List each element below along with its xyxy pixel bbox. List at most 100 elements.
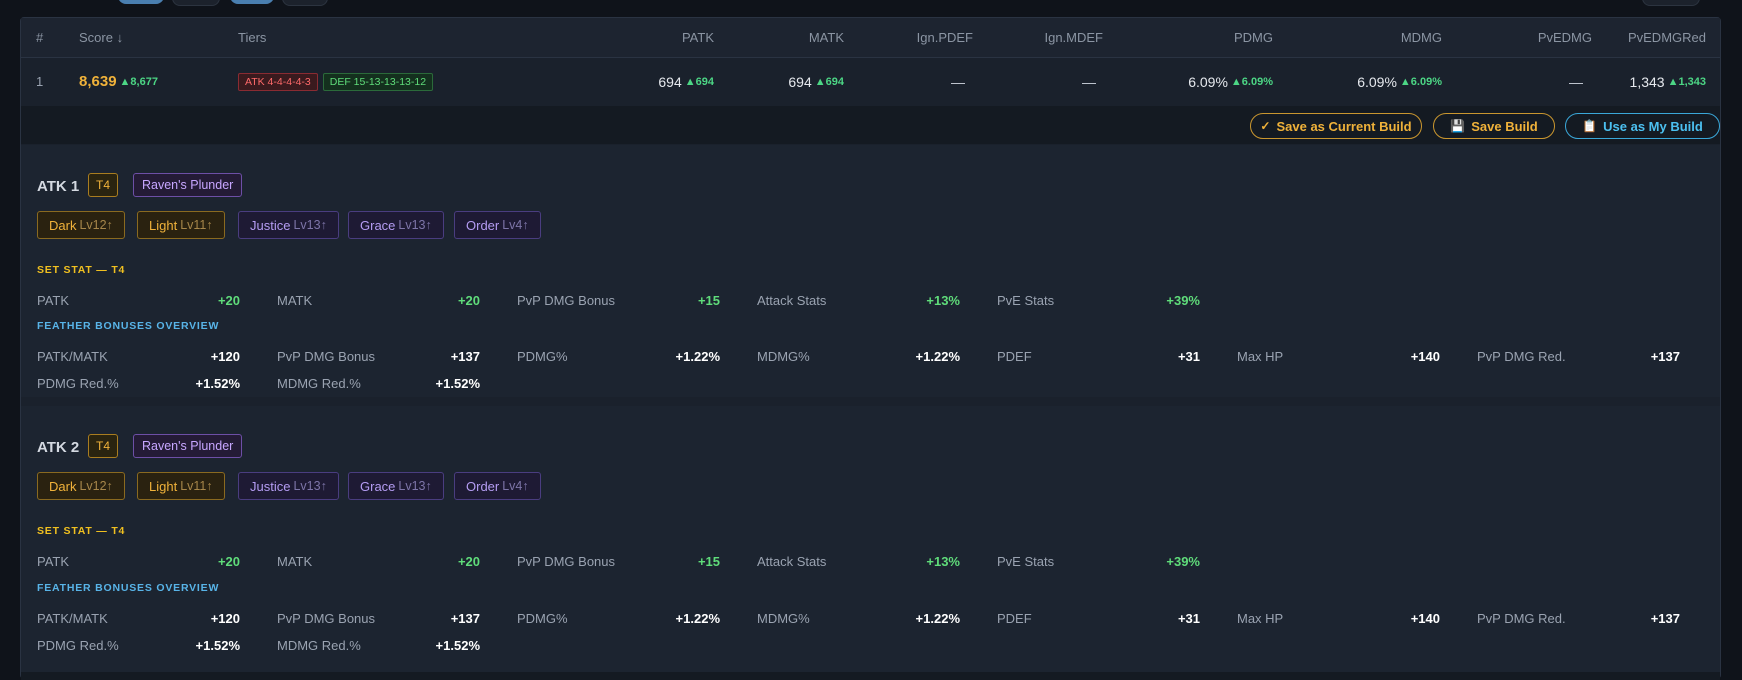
feather-level: Lv11↑ xyxy=(180,479,213,493)
feather-bonus-pvp-dmg-red: PvP DMG Red. +137 xyxy=(1477,611,1680,627)
feather-level: Lv4↑ xyxy=(502,218,529,232)
table-row[interactable]: 1 8,639 ▲8,677 ATK 4-4-4-4-3 DEF 15-13-1… xyxy=(21,58,1720,105)
feather-bonus-pvp-dmg-red: PvP DMG Red. +137 xyxy=(1477,349,1680,365)
feather-chip-order[interactable]: Order Lv4↑ xyxy=(454,211,541,239)
feather-name: Light xyxy=(149,217,178,233)
stat-value: +137 xyxy=(450,611,480,626)
save-build-button[interactable]: 💾 Save Build xyxy=(1433,113,1555,139)
col-pvedmg[interactable]: PvEDMG xyxy=(1537,30,1592,45)
row-ign-mdef: — xyxy=(979,58,1096,105)
col-patk[interactable]: PATK xyxy=(681,30,714,45)
col-pdmg[interactable]: PDMG xyxy=(1234,30,1273,45)
feather-level: Lv13↑ xyxy=(293,479,327,493)
col-mdmg[interactable]: MDMG xyxy=(1400,30,1442,45)
stat-value: +13% xyxy=(926,554,960,569)
col-ign-pdef[interactable]: Ign.PDEF xyxy=(916,30,973,45)
stat-value: +31 xyxy=(1177,349,1200,364)
set-stat-matk: MATK +20 xyxy=(277,293,480,309)
feather-chip-justice[interactable]: Justice Lv13↑ xyxy=(238,472,339,500)
feather-level: Lv11↑ xyxy=(180,218,213,232)
stat-value: +31 xyxy=(1177,611,1200,626)
feather-chip-order[interactable]: Order Lv4↑ xyxy=(454,472,541,500)
stat-value: +20 xyxy=(457,554,480,569)
feather-bonus-max-hp: Max HP +140 xyxy=(1237,611,1440,627)
stat-value: +39% xyxy=(1166,554,1200,569)
mdmg-delta: ▲6.09% xyxy=(1399,75,1442,88)
stat-value: +140 xyxy=(1410,349,1440,364)
matk-value: 694 xyxy=(788,73,812,90)
feather-bonus-pdef: PDEF +31 xyxy=(997,349,1200,365)
feather-chip-grace[interactable]: Grace Lv13↑ xyxy=(348,211,444,239)
stat-name: PvP DMG Bonus xyxy=(277,611,376,626)
feather-bonus-pdef: PDEF +31 xyxy=(997,611,1200,627)
feather-level: Lv12↑ xyxy=(79,218,113,232)
set-section: ATK 2 T4 Raven's Plunder Dark Lv12↑ Light… xyxy=(21,406,1720,672)
col-score-sort[interactable]: Score ↓ xyxy=(79,30,124,45)
set-name-chip: Raven's Plunder xyxy=(133,434,243,458)
feather-bonus-pdmg: PDMG% +1.22% xyxy=(517,611,720,627)
feather-bonus-max-hp: Max HP +140 xyxy=(1237,349,1440,365)
set-stat-pvp-dmg-bonus: PvP DMG Bonus +15 xyxy=(517,554,720,570)
filter-pill[interactable] xyxy=(230,0,274,4)
stat-name: PATK xyxy=(37,554,70,569)
stat-name: MDMG% xyxy=(757,611,810,626)
set-stat-patk: PATK +20 xyxy=(37,293,240,309)
stat-name: PDMG% xyxy=(517,611,568,626)
feather-bonus-mdmg-red: MDMG Red.% +1.52% xyxy=(277,638,480,654)
filter-pill[interactable] xyxy=(118,0,164,4)
feather-bonus-mdmg: MDMG% +1.22% xyxy=(757,611,960,627)
stat-value: +15 xyxy=(697,293,720,308)
build-actions-bar: ✓ Save as Current Build 💾 Save Build 📋 U… xyxy=(21,106,1720,144)
stat-name: PATK/MATK xyxy=(37,611,108,626)
feather-bonus-mdmg: MDMG% +1.22% xyxy=(757,349,960,365)
score-value: 8,639 xyxy=(79,73,117,90)
col-matk[interactable]: MATK xyxy=(808,30,844,45)
feather-chip-dark[interactable]: Dark Lv12↑ xyxy=(37,211,125,239)
row-patk: 694 ▲694 xyxy=(591,58,714,105)
tier-atk-badge: ATK 4-4-4-4-3 xyxy=(238,72,318,91)
table-header: # Score ↓ Tiers PATK MATK Ign.PDEF Ign.M… xyxy=(21,18,1720,58)
stat-name: PDMG% xyxy=(517,349,568,364)
stat-value: +1.22% xyxy=(675,349,720,364)
tier-chip: T4 xyxy=(88,173,119,197)
section-divider xyxy=(21,672,1720,680)
tier-chip: T4 xyxy=(88,434,119,458)
feather-chip-justice[interactable]: Justice Lv13↑ xyxy=(238,211,339,239)
feather-level: Lv4↑ xyxy=(502,479,529,493)
patk-value: 694 xyxy=(658,73,682,90)
save-current-build-button[interactable]: ✓ Save as Current Build xyxy=(1250,113,1422,139)
filter-pill[interactable] xyxy=(1642,0,1700,6)
floppy-disk-icon: 💾 xyxy=(1450,119,1466,133)
col-pvedmgred[interactable]: PvEDMGRed xyxy=(1627,30,1706,45)
stat-value: +1.22% xyxy=(915,611,960,626)
use-as-my-build-label: Use as My Build xyxy=(1603,118,1703,134)
filter-pill[interactable] xyxy=(172,0,220,6)
feather-bonus-pvp-dmg-bonus: PvP DMG Bonus +137 xyxy=(277,349,480,365)
feather-chip-light[interactable]: Light Lv11↑ xyxy=(137,472,225,500)
feather-name: Order xyxy=(466,478,500,494)
feather-chip-dark[interactable]: Dark Lv12↑ xyxy=(37,472,125,500)
pdmg-delta: ▲6.09% xyxy=(1230,75,1273,88)
stat-name: MATK xyxy=(277,293,313,308)
section-title: ATK 1 xyxy=(37,178,80,195)
feather-name: Grace xyxy=(360,217,396,233)
stat-value: +1.22% xyxy=(675,611,720,626)
pvedmgred-value: 1,343 xyxy=(1629,73,1665,90)
stat-name: PvP DMG Bonus xyxy=(517,293,616,308)
stat-name: PvP DMG Red. xyxy=(1477,349,1566,364)
stat-name: PDMG Red.% xyxy=(37,376,119,391)
feather-chip-grace[interactable]: Grace Lv13↑ xyxy=(348,472,444,500)
filter-pill[interactable] xyxy=(282,0,328,6)
col-ign-mdef[interactable]: Ign.MDEF xyxy=(1044,30,1103,45)
feather-name: Dark xyxy=(49,478,77,494)
row-mdmg: 6.09% ▲6.09% xyxy=(1321,58,1442,105)
use-as-my-build-button[interactable]: 📋 Use as My Build xyxy=(1565,113,1720,139)
feather-bonus-pvp-dmg-bonus: PvP DMG Bonus +137 xyxy=(277,611,480,627)
score-delta: ▲8,677 xyxy=(119,75,158,88)
mdmg-value: 6.09% xyxy=(1357,73,1397,90)
stat-name: PATK xyxy=(37,293,70,308)
row-ign-pdef: — xyxy=(850,58,965,105)
feather-chip-light[interactable]: Light Lv11↑ xyxy=(137,211,225,239)
stat-value: +39% xyxy=(1166,293,1200,308)
stat-value: +137 xyxy=(450,349,480,364)
